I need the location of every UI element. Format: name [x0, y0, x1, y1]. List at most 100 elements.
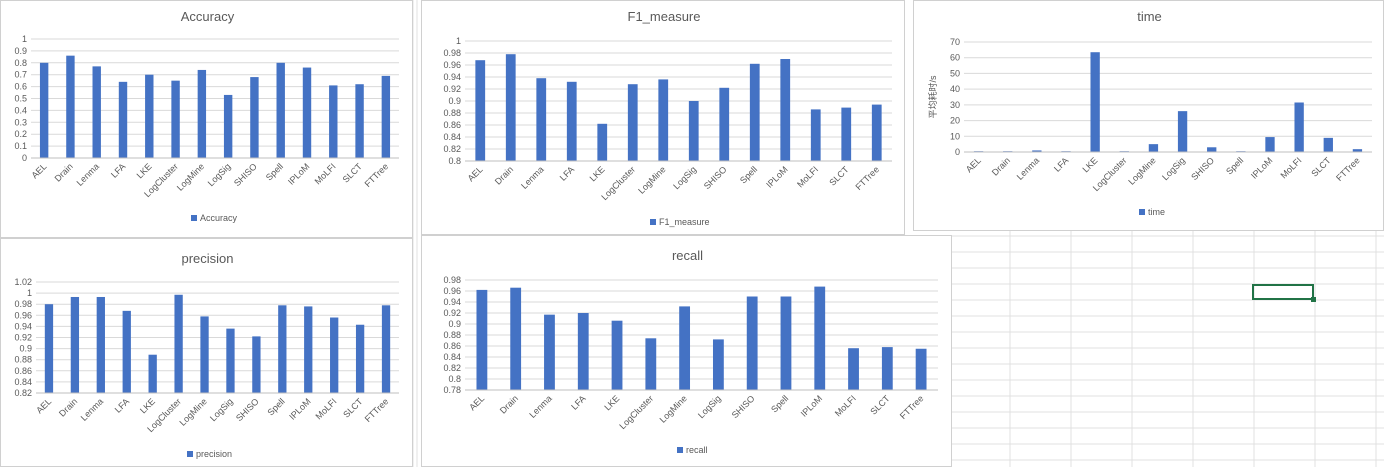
bar-SHISO[interactable] — [746, 296, 758, 391]
bar-SLCT[interactable] — [841, 107, 852, 161]
bar-AEL[interactable] — [475, 60, 486, 162]
y-tick-label: 0.88 — [443, 108, 461, 118]
bar-IPLoM[interactable] — [1265, 137, 1275, 152]
x-tick-label: LFA — [1052, 155, 1070, 173]
bar-Spell[interactable] — [276, 62, 285, 158]
bar-Lenma[interactable] — [536, 78, 547, 161]
bar-LKE[interactable] — [145, 74, 154, 158]
precision-chart[interactable]: precision 0.82 0.84 0.86 0.88 0.9 0.92 0.94 0.96… — [0, 238, 413, 467]
bar-IPLoM[interactable] — [814, 286, 826, 390]
bar-LogMine[interactable] — [658, 79, 669, 161]
legend-label: Accuracy — [200, 213, 238, 223]
bar-LogSig[interactable] — [223, 94, 233, 158]
x-tick-label: Lenma — [1015, 155, 1042, 182]
bar-AEL[interactable] — [44, 304, 54, 393]
x-tick-label: SLCT — [341, 396, 365, 420]
x-tick-label: Lenma — [79, 396, 106, 423]
bar-SHISO[interactable] — [1207, 147, 1217, 152]
bar-LFA[interactable] — [566, 81, 577, 161]
fill-handle[interactable] — [1311, 297, 1316, 302]
bar-LogMine[interactable] — [1148, 144, 1159, 152]
x-tick-label: Spell — [1224, 155, 1245, 176]
x-tick-label: Drain — [493, 164, 515, 186]
bar-Lenma[interactable] — [544, 314, 555, 390]
bar-LogSig[interactable] — [712, 339, 724, 390]
y-tick-label: 40 — [950, 84, 960, 94]
bar-Drain[interactable] — [70, 296, 80, 393]
bar-AEL[interactable] — [476, 289, 488, 390]
x-tick-label: FTTree — [898, 393, 926, 421]
x-tick-label: AEL — [29, 161, 48, 180]
bar-Spell[interactable] — [780, 296, 792, 391]
bar-AEL[interactable] — [39, 62, 49, 158]
y-tick-label: 60 — [950, 53, 960, 63]
bar-IPLoM[interactable] — [302, 67, 312, 158]
x-tick-label: LogCluster — [617, 393, 655, 431]
y-tick-label: 50 — [950, 68, 960, 78]
bar-FTTree[interactable] — [871, 104, 882, 161]
bar-LKE[interactable] — [611, 320, 623, 390]
bar-MoLFI[interactable] — [330, 317, 339, 393]
bar-SLCT[interactable] — [355, 84, 364, 158]
bar-LogCluster[interactable] — [174, 294, 183, 393]
bar-SLCT[interactable] — [881, 347, 893, 390]
bar-SHISO[interactable] — [719, 87, 730, 161]
bar-SLCT[interactable] — [355, 324, 365, 393]
bar-FTTree[interactable] — [915, 348, 927, 390]
bar-IPLoM[interactable] — [780, 59, 791, 161]
legend-swatch — [650, 219, 656, 225]
selected-cell[interactable] — [1252, 284, 1314, 300]
bar-Drain[interactable] — [510, 287, 522, 390]
bar-Spell[interactable] — [278, 305, 287, 393]
f1-measure-chart[interactable]: F1_measure 0.8 0.82 0.84 0.86 0.88 0.9 0.92 0.94… — [421, 0, 905, 235]
x-tick-label: LFA — [569, 393, 587, 411]
bar-Lenma[interactable] — [1032, 150, 1042, 152]
time-chart[interactable]: time 0 10 20 30 40 50 60 70 平均耗时/s AEL Drain Lenma LF… — [913, 0, 1384, 231]
bar-Lenma[interactable] — [96, 296, 105, 393]
y-tick-label: 0.88 — [443, 330, 461, 340]
bar-FTTree[interactable] — [381, 305, 391, 393]
recall-chart[interactable]: recall 0.78 0.8 0.82 0.84 0.86 0.88 0.9 0.92 0.94… — [421, 235, 952, 467]
x-tick-label: Spell — [266, 396, 287, 417]
bar-MoLFI[interactable] — [848, 348, 859, 390]
bar-FTTree[interactable] — [381, 75, 391, 158]
bar-LogSig[interactable] — [226, 328, 235, 393]
bar-LogMine[interactable] — [197, 69, 207, 158]
bar-IPLoM[interactable] — [304, 306, 313, 393]
bar-Spell[interactable] — [749, 63, 760, 161]
bar-MoLFI[interactable] — [329, 85, 338, 158]
bar-LogMine[interactable] — [200, 316, 209, 393]
bar-Drain[interactable] — [505, 54, 516, 162]
x-tick-label: IPLoM — [1249, 155, 1274, 180]
bar-LFA[interactable] — [577, 313, 589, 390]
x-tick-label: LKE — [135, 161, 154, 180]
bar-SHISO[interactable] — [252, 336, 261, 393]
bar-SHISO[interactable] — [250, 77, 259, 158]
x-tick-label: MoLFI — [1278, 155, 1303, 180]
bar-LogSig[interactable] — [1177, 111, 1188, 152]
bar-LKE[interactable] — [597, 123, 608, 161]
bar-FTTree[interactable] — [1352, 149, 1363, 152]
bar-LogSig[interactable] — [688, 101, 699, 161]
y-tick-label: 0.86 — [14, 366, 32, 376]
legend-label: recall — [686, 445, 708, 455]
bar-MoLFI[interactable] — [810, 109, 821, 161]
bar-SLCT[interactable] — [1323, 137, 1333, 152]
bar-Lenma[interactable] — [92, 66, 101, 158]
bar-LFA[interactable] — [118, 81, 128, 158]
y-tick-label: 0.94 — [443, 72, 461, 82]
bar-LKE[interactable] — [1090, 52, 1100, 152]
bar-Drain[interactable] — [66, 55, 75, 158]
bar-LogCluster[interactable] — [645, 338, 657, 390]
y-tick-label: 0.1 — [14, 141, 27, 151]
y-tick-label: 0.4 — [14, 105, 27, 115]
bar-LKE[interactable] — [148, 354, 157, 393]
bar-LogCluster[interactable] — [171, 80, 180, 158]
bar-LFA[interactable] — [122, 310, 131, 393]
y-tick-label: 0.98 — [443, 48, 461, 58]
bar-LogCluster[interactable] — [627, 84, 638, 161]
bar-LogMine[interactable] — [679, 306, 691, 390]
accuracy-chart[interactable]: Accuracy 0 0.1 0.2 0.3 0.4 0.5 0.6 0.7 0.8 0.9 1 AEL… — [0, 0, 413, 238]
bar-MoLFI[interactable] — [1294, 102, 1304, 153]
